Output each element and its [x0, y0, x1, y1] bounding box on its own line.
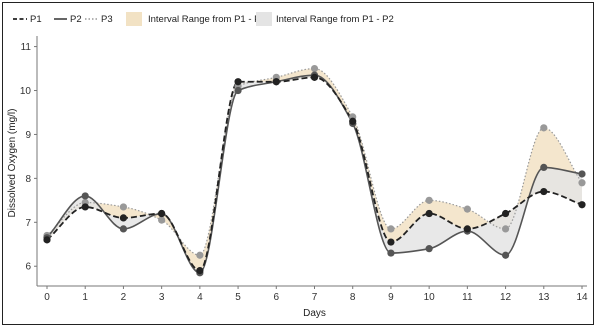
point-p1: [425, 209, 433, 218]
x-tick-label: 11: [462, 292, 473, 303]
x-axis-title: Days: [303, 308, 326, 319]
point-p2: [387, 249, 395, 257]
chart-frame: [2, 2, 594, 325]
y-tick-label: 8: [25, 174, 31, 185]
point-p3: [501, 225, 510, 233]
x-tick-label: 0: [44, 292, 50, 303]
point-p2: [501, 251, 510, 259]
point-p1: [387, 238, 395, 246]
point-p1: [463, 225, 471, 233]
x-tick-label: 13: [538, 292, 550, 303]
point-p3: [540, 124, 548, 132]
legend-swatch-band-p1-p3: [126, 12, 142, 26]
x-tick-label: 5: [235, 292, 241, 303]
point-p3: [310, 64, 319, 73]
y-tick-label: 9: [25, 130, 31, 141]
legend-label-band-p1-p3: Interval Range from P1 - P3: [148, 14, 266, 25]
y-axis-title: Dissolved Oxygen (mg/l): [7, 109, 18, 218]
point-p3: [463, 205, 471, 213]
x-tick-label: 1: [82, 292, 88, 303]
point-p3: [387, 225, 395, 233]
x-tick-label: 8: [350, 292, 356, 303]
point-p1: [310, 73, 319, 81]
y-ticks: 6 7 8 9 10 11: [20, 42, 37, 273]
point-p1: [234, 78, 242, 86]
point-p2: [540, 163, 548, 171]
x-tick-label: 7: [312, 292, 318, 303]
y-tick-label: 7: [25, 218, 31, 229]
point-p1: [272, 78, 280, 86]
x-tick-label: 9: [388, 292, 394, 303]
series-points: [43, 64, 586, 277]
x-tick-label: 14: [576, 292, 588, 303]
band-p1-p2: [47, 75, 582, 273]
x-tick-label: 12: [500, 292, 512, 303]
y-tick-label: 11: [21, 42, 32, 53]
x-tick-label: 10: [424, 292, 436, 303]
point-p3: [158, 216, 166, 224]
point-p1: [501, 209, 510, 218]
series-line-p1: [46, 76, 583, 272]
point-p1: [43, 236, 51, 244]
y-tick-label: 6: [25, 262, 31, 273]
x-tick-label: 2: [121, 292, 127, 303]
y-tick-label: 10: [20, 86, 32, 97]
x-tick-label: 6: [274, 292, 280, 303]
point-p1: [349, 117, 357, 125]
point-p1: [578, 201, 586, 209]
point-p3: [578, 179, 586, 187]
point-p2: [81, 192, 89, 200]
interval-bands: [47, 68, 582, 273]
point-p1: [81, 203, 89, 211]
point-p3: [196, 251, 204, 259]
point-p2: [119, 225, 128, 233]
point-p1: [158, 209, 166, 218]
point-p2: [234, 86, 242, 95]
legend-label-p3: P3: [101, 14, 113, 25]
legend-label-p2: P2: [70, 14, 82, 25]
legend-swatch-band-p1-p2: [256, 12, 272, 26]
legend-label-band-p1-p2: Interval Range from P1 - P2: [276, 14, 394, 25]
series-line-p3: [46, 67, 583, 256]
x-ticks: 0 1 2 3 4 5 6 7 8 9 10 11 12 13 14: [44, 286, 588, 303]
point-p1: [119, 214, 128, 222]
point-p2: [425, 245, 433, 253]
point-p2: [578, 170, 586, 178]
legend: P1 P2 P3 Interval Range from P1 - P3 Int…: [13, 12, 394, 26]
point-p3: [119, 203, 128, 211]
x-tick-label: 4: [197, 292, 203, 303]
point-p1: [196, 267, 204, 275]
legend-label-p1: P1: [30, 14, 42, 25]
point-p1: [540, 187, 548, 196]
point-p3: [425, 196, 433, 204]
x-tick-label: 3: [159, 292, 165, 303]
band-p1-p3: [47, 68, 582, 271]
